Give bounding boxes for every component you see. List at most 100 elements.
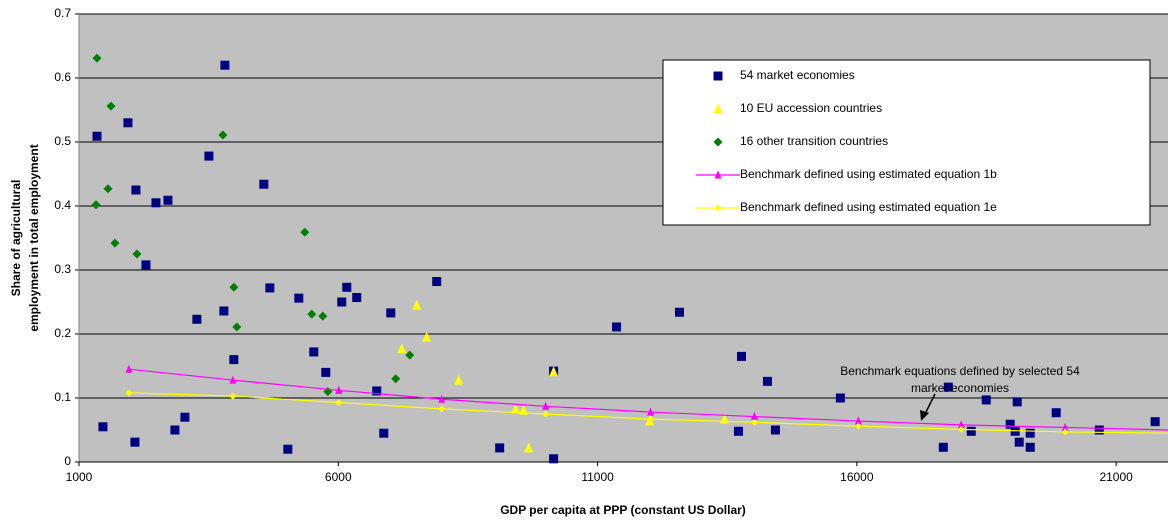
legend-box bbox=[662, 59, 1151, 226]
y-tick-label: 0.4 bbox=[54, 198, 71, 212]
marker bbox=[438, 405, 446, 413]
marker bbox=[854, 416, 862, 425]
marker bbox=[342, 282, 352, 292]
legend-marker bbox=[713, 103, 723, 114]
x-tick-label: 11000 bbox=[581, 470, 614, 484]
y-tick-label: 0.2 bbox=[54, 326, 71, 340]
marker bbox=[300, 227, 310, 237]
marker bbox=[265, 283, 275, 293]
marker bbox=[204, 151, 214, 161]
marker bbox=[412, 299, 422, 310]
legend-marker bbox=[713, 71, 723, 81]
marker bbox=[957, 420, 965, 429]
marker bbox=[335, 398, 343, 406]
marker bbox=[335, 385, 343, 394]
marker bbox=[132, 249, 142, 259]
marker bbox=[218, 130, 228, 140]
marker bbox=[141, 260, 151, 270]
marker bbox=[612, 322, 622, 332]
marker bbox=[1012, 397, 1022, 407]
marker bbox=[549, 454, 559, 464]
legend-label: Benchmark defined using estimated equati… bbox=[740, 200, 997, 214]
marker bbox=[524, 442, 534, 453]
marker bbox=[130, 437, 140, 447]
marker bbox=[283, 444, 293, 454]
marker bbox=[318, 311, 328, 321]
marker bbox=[736, 351, 746, 361]
annotation-arrowhead bbox=[920, 410, 929, 421]
legend-label: Benchmark defined using estimated equati… bbox=[740, 167, 997, 181]
marker bbox=[372, 386, 382, 396]
marker bbox=[542, 410, 550, 418]
marker bbox=[321, 367, 331, 377]
marker bbox=[229, 375, 237, 384]
legend-marker bbox=[714, 170, 722, 179]
marker bbox=[397, 343, 407, 354]
annotation-arrow bbox=[924, 393, 936, 415]
marker bbox=[229, 355, 239, 365]
legend-label: 54 market economies bbox=[740, 68, 855, 82]
marker bbox=[549, 366, 559, 377]
x-tick-label: 21000 bbox=[1099, 470, 1133, 484]
marker bbox=[495, 443, 505, 453]
marker bbox=[835, 393, 845, 403]
marker bbox=[259, 179, 269, 189]
marker bbox=[1051, 408, 1061, 418]
marker bbox=[854, 422, 862, 430]
y-tick-label: 0.3 bbox=[54, 262, 71, 276]
x-tick-label: 6000 bbox=[325, 470, 352, 484]
legend-label: 10 EU accession countries bbox=[740, 101, 882, 115]
marker bbox=[542, 401, 550, 410]
marker bbox=[1150, 417, 1160, 427]
marker bbox=[229, 282, 239, 292]
x-tick-label: 16000 bbox=[840, 470, 874, 484]
marker bbox=[180, 412, 190, 422]
marker bbox=[762, 376, 772, 386]
marker bbox=[103, 184, 113, 194]
legend-marker bbox=[714, 204, 722, 212]
marker bbox=[192, 314, 202, 324]
marker bbox=[675, 307, 685, 317]
marker bbox=[220, 60, 230, 70]
y-tick-label: 0.1 bbox=[54, 390, 71, 404]
marker bbox=[750, 412, 758, 421]
marker bbox=[957, 425, 965, 433]
marker bbox=[1061, 428, 1069, 436]
marker bbox=[219, 306, 229, 316]
y-tick-label: 0 bbox=[64, 454, 71, 468]
legend-label: 16 other transition countries bbox=[740, 134, 888, 148]
marker bbox=[170, 425, 180, 435]
marker bbox=[352, 293, 362, 303]
annotation: market economies bbox=[911, 381, 1009, 395]
marker bbox=[307, 309, 317, 319]
marker bbox=[92, 53, 102, 63]
marker bbox=[647, 407, 655, 416]
marker bbox=[647, 415, 655, 423]
marker bbox=[379, 428, 389, 438]
marker bbox=[511, 403, 521, 414]
marker bbox=[309, 347, 319, 357]
marker bbox=[733, 426, 743, 436]
y-axis-label: Share of agricultural bbox=[9, 180, 23, 297]
marker bbox=[391, 374, 401, 384]
marker bbox=[770, 425, 780, 435]
marker bbox=[1025, 428, 1035, 438]
marker bbox=[943, 382, 953, 392]
marker bbox=[981, 395, 991, 405]
marker bbox=[232, 322, 242, 332]
y-axis-label: employment in total employment bbox=[27, 144, 41, 331]
marker bbox=[91, 200, 101, 210]
marker bbox=[386, 308, 396, 318]
marker bbox=[438, 394, 446, 403]
marker bbox=[125, 364, 133, 373]
marker bbox=[1094, 425, 1104, 435]
marker bbox=[131, 185, 141, 195]
marker bbox=[294, 293, 304, 303]
marker bbox=[123, 118, 133, 128]
marker bbox=[229, 392, 237, 400]
marker bbox=[106, 101, 116, 111]
x-tick-label: 1000 bbox=[66, 470, 93, 484]
marker bbox=[1014, 437, 1024, 447]
marker bbox=[125, 389, 133, 397]
